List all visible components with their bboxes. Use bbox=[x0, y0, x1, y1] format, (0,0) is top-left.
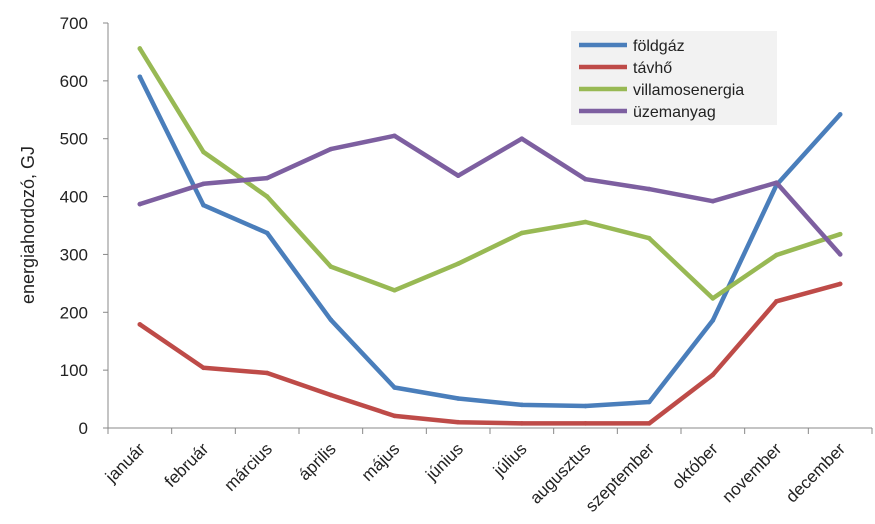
x-tick-label: szeptember bbox=[582, 439, 658, 515]
data-point bbox=[519, 230, 525, 236]
data-point bbox=[201, 181, 206, 187]
legend: földgáz távhő villamosenergia üzemanyag bbox=[571, 31, 777, 125]
x-tick-label: február bbox=[161, 439, 213, 491]
series-line-2 bbox=[137, 281, 843, 426]
y-tick-label: 0 bbox=[79, 419, 88, 438]
y-axis-title: energiahordozó, GJ bbox=[18, 146, 38, 304]
x-tick-label: április bbox=[295, 439, 340, 484]
data-point bbox=[328, 392, 334, 398]
series-line-4 bbox=[137, 133, 843, 257]
data-point bbox=[837, 231, 843, 237]
data-point bbox=[519, 402, 525, 408]
x-tick-label: november bbox=[718, 439, 785, 506]
data-point bbox=[774, 298, 779, 304]
data-point bbox=[264, 230, 270, 236]
data-point bbox=[646, 235, 652, 241]
data-point bbox=[455, 261, 461, 266]
x-tick-label: október bbox=[668, 439, 722, 493]
data-point bbox=[646, 399, 652, 405]
data-point bbox=[837, 252, 843, 257]
data-point bbox=[137, 74, 143, 80]
data-point bbox=[455, 173, 461, 179]
data-point bbox=[774, 252, 779, 258]
data-point bbox=[837, 281, 843, 287]
data-point bbox=[392, 385, 397, 390]
data-point bbox=[583, 176, 588, 182]
series-layer bbox=[137, 46, 843, 426]
data-point bbox=[264, 175, 270, 181]
data-point bbox=[137, 46, 143, 51]
legend-label: üzemanyag bbox=[633, 104, 716, 121]
data-point bbox=[583, 403, 588, 409]
x-tick-label: július bbox=[489, 439, 531, 481]
y-tick-label: 700 bbox=[60, 14, 88, 33]
data-point bbox=[646, 421, 652, 426]
data-point bbox=[201, 202, 206, 208]
y-tick-label: 400 bbox=[60, 188, 88, 207]
data-point bbox=[583, 219, 588, 225]
x-tick-label: augusztus bbox=[526, 439, 594, 507]
x-tick-label: december bbox=[782, 439, 849, 506]
y-tick-label: 100 bbox=[60, 361, 88, 380]
y-tick-label: 300 bbox=[60, 245, 88, 264]
data-point bbox=[264, 370, 270, 376]
x-tick-label: június bbox=[421, 439, 467, 485]
data-point bbox=[137, 322, 143, 327]
legend-label: földgáz bbox=[633, 38, 685, 55]
data-point bbox=[710, 198, 716, 204]
series-line-3 bbox=[137, 46, 843, 301]
data-point bbox=[646, 186, 652, 192]
y-tick-label: 500 bbox=[60, 130, 88, 149]
data-point bbox=[710, 318, 716, 323]
data-point bbox=[137, 201, 143, 207]
data-point bbox=[328, 264, 334, 269]
x-axis: január február március április május június jú… bbox=[101, 427, 873, 516]
x-tick-label: január bbox=[101, 439, 149, 487]
data-point bbox=[328, 146, 334, 152]
y-tick-label: 600 bbox=[60, 72, 88, 91]
data-point bbox=[519, 421, 525, 426]
x-tick-label: május bbox=[358, 439, 404, 485]
data-point bbox=[201, 149, 206, 155]
data-point bbox=[328, 317, 334, 323]
data-point bbox=[774, 180, 779, 185]
legend-label: távhő bbox=[633, 60, 672, 77]
data-point bbox=[710, 372, 716, 378]
data-point bbox=[837, 112, 843, 117]
data-point bbox=[583, 421, 588, 426]
data-point bbox=[392, 288, 397, 293]
x-tick-label: március bbox=[220, 439, 276, 495]
data-point bbox=[519, 136, 525, 142]
data-point bbox=[392, 413, 397, 419]
data-point bbox=[710, 296, 716, 301]
data-point bbox=[392, 133, 397, 139]
legend-label: villamosenergia bbox=[633, 82, 744, 99]
data-point bbox=[264, 194, 270, 199]
series-line-1 bbox=[137, 74, 843, 409]
data-point bbox=[455, 419, 461, 425]
y-tick-label: 200 bbox=[60, 303, 88, 322]
data-point bbox=[455, 396, 461, 401]
data-point bbox=[201, 365, 206, 371]
y-axis: 0 100 200 300 400 500 600 700 bbox=[60, 14, 109, 438]
